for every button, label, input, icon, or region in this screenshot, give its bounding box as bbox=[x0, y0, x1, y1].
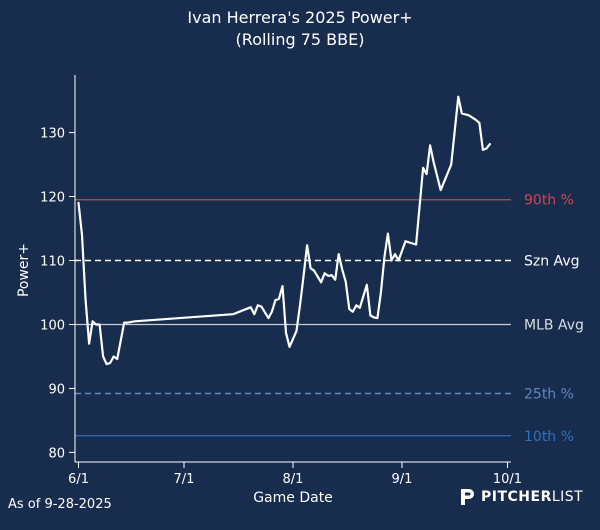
y-tick-label: 110 bbox=[40, 255, 65, 270]
y-tick-label: 120 bbox=[40, 191, 65, 206]
ref-label-25th: 25th % bbox=[524, 387, 574, 403]
brand-logo: PITCHERLIST bbox=[459, 488, 583, 506]
x-tick-label: 7/1 bbox=[174, 472, 195, 487]
as-of-note: As of 9-28-2025 bbox=[8, 497, 112, 512]
power-plus-series-line bbox=[77, 95, 491, 366]
x-tick-label: 9/1 bbox=[392, 472, 413, 487]
ref-label-10th: 10th % bbox=[524, 429, 574, 445]
x-tick-label: 6/1 bbox=[68, 472, 89, 487]
x-tick-label: 10/1 bbox=[493, 472, 522, 487]
x-axis-label: Game Date bbox=[253, 490, 333, 506]
brand-name-bold: PITCHER bbox=[481, 489, 552, 505]
y-tick-label: 80 bbox=[48, 446, 65, 461]
y-axis-label: Power+ bbox=[16, 243, 32, 297]
ref-label-90th: 90th % bbox=[524, 193, 574, 209]
chart-title: Ivan Herrera's 2025 Power+ bbox=[187, 8, 412, 27]
pitcherlist-logo-icon bbox=[461, 489, 474, 505]
y-tick-label: 130 bbox=[40, 127, 65, 142]
axes: 80 90 100 110 120 130 6/1 7/1 8/1 9/1 10/1 bbox=[40, 75, 522, 487]
reference-lines: 90th % Szn Avg MLB Avg 25th % 10th % bbox=[75, 193, 584, 445]
y-tick-label: 90 bbox=[48, 382, 65, 397]
series-group bbox=[77, 95, 491, 366]
y-tick-label: 100 bbox=[40, 318, 65, 333]
ref-label-szn-avg: Szn Avg bbox=[524, 254, 580, 270]
x-tick-label: 8/1 bbox=[283, 472, 304, 487]
ref-label-mlb-avg: MLB Avg bbox=[524, 317, 584, 333]
chart-subtitle: (Rolling 75 BBE) bbox=[236, 30, 365, 49]
brand-name-light: LIST bbox=[551, 489, 584, 505]
